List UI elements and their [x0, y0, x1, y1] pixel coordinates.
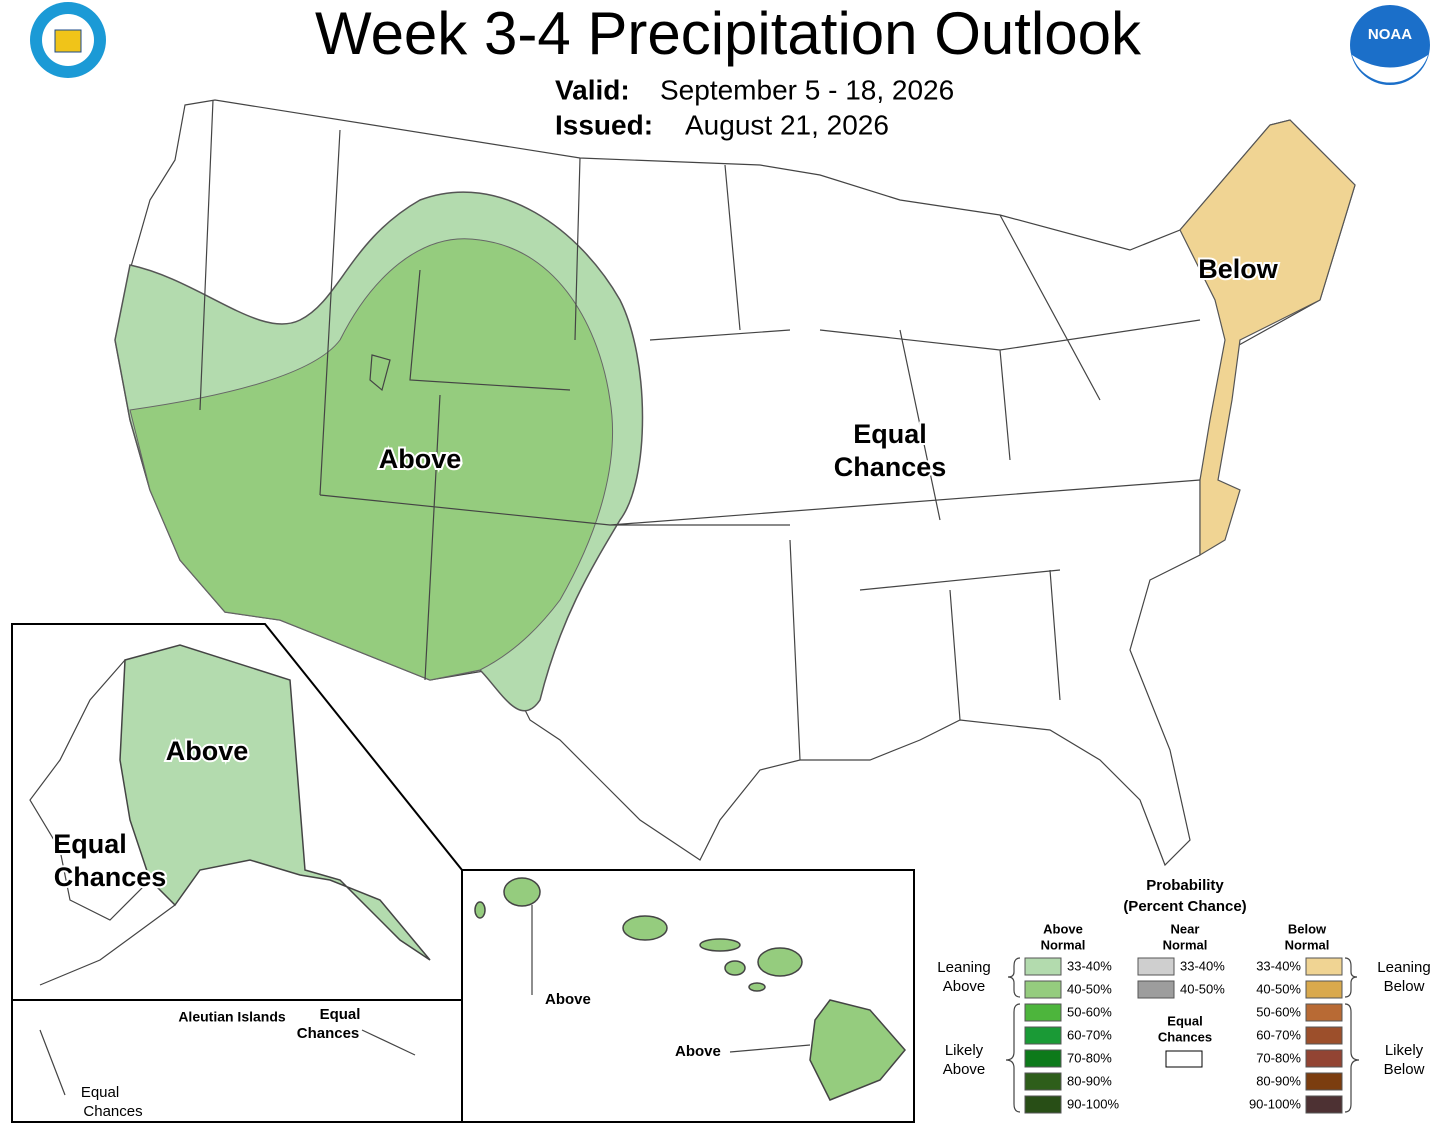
hawaii-inset: [461, 869, 915, 1123]
legend-equal: Chances: [1158, 1029, 1212, 1044]
legend-group: Below: [1384, 1061, 1425, 1078]
valid-dates: September 5 - 18, 2026: [660, 74, 954, 105]
legend-group: Above: [943, 1061, 986, 1078]
legend-group: Leaning: [1377, 959, 1430, 976]
region-label: Chances: [297, 1025, 360, 1042]
equal-swatch: [1165, 1050, 1203, 1068]
region-label: Equal: [853, 419, 927, 449]
legend-swatch: [1137, 957, 1175, 976]
legend-range: 50-60%: [1067, 1004, 1112, 1019]
leader-line: [39, 1029, 416, 1096]
region-label: Above: [379, 444, 462, 474]
region-label: Chances: [54, 862, 167, 892]
issued-date: August 21, 2026: [685, 109, 889, 140]
legend-swatch: [1024, 1003, 1062, 1022]
legend-swatch: [1305, 980, 1343, 999]
legend-header: Normal: [1041, 937, 1086, 952]
legend-swatch: [1024, 1049, 1062, 1068]
legend-range: 80-90%: [1256, 1073, 1301, 1088]
region-label: Above: [545, 991, 591, 1008]
legend-swatch: [1024, 1026, 1062, 1045]
legend-equal: Equal: [1167, 1013, 1202, 1028]
legend-swatch: [1305, 1049, 1343, 1068]
legend-group: Likely: [1385, 1042, 1424, 1059]
legend-swatch: [1305, 1026, 1343, 1045]
legend-group: Below: [1384, 978, 1425, 995]
commerce-seal: [30, 2, 106, 78]
legend-range: 90-100%: [1249, 1096, 1301, 1111]
legend-range: 90-100%: [1067, 1096, 1119, 1111]
legend-title: Probability: [1146, 877, 1224, 894]
legend-range: 80-90%: [1067, 1073, 1112, 1088]
legend-swatch: [1024, 1095, 1062, 1114]
title: Week 3-4 Precipitation Outlook: [315, 0, 1142, 67]
legend-swatch: [1305, 1072, 1343, 1091]
legend: Probability (Percent Chance) Above Norma…: [937, 877, 1431, 1114]
region-label: Chances: [83, 1103, 142, 1120]
legend-range: 60-70%: [1256, 1027, 1301, 1042]
region-label: Above: [675, 1043, 721, 1060]
noaa-logo: NOAA: [1350, 5, 1430, 85]
region-label: Equal: [53, 829, 127, 859]
legend-swatch: [1024, 957, 1062, 976]
aleutians-title: Aleutian Islands: [178, 1009, 286, 1025]
legend-range: 70-80%: [1067, 1050, 1112, 1065]
legend-title: (Percent Chance): [1123, 898, 1246, 915]
legend-swatch: [1024, 980, 1062, 999]
legend-swatch: [1305, 957, 1343, 976]
region-label: Chances: [834, 452, 947, 482]
legend-range: 60-70%: [1067, 1027, 1112, 1042]
legend-swatch: [1024, 1072, 1062, 1091]
legend-group: Above: [943, 978, 986, 995]
valid-label: Valid:: [555, 74, 630, 105]
legend-header: Normal: [1285, 937, 1330, 952]
conus: [114, 99, 1356, 867]
legend-range: 40-50%: [1067, 981, 1112, 996]
noaa-text: NOAA: [1368, 26, 1412, 43]
legend-header: Above: [1043, 921, 1083, 936]
legend-range: 40-50%: [1256, 981, 1301, 996]
legend-header: Normal: [1163, 937, 1208, 952]
legend-header: Below: [1288, 921, 1327, 936]
legend-header: Near: [1171, 921, 1200, 936]
legend-group: Likely: [945, 1042, 984, 1059]
legend-group: Leaning: [937, 959, 990, 976]
legend-range: 40-50%: [1180, 981, 1225, 996]
legend-swatch: [1137, 980, 1175, 999]
legend-swatch: [1305, 1003, 1343, 1022]
issued-label: Issued:: [555, 109, 653, 140]
legend-range: 50-60%: [1256, 1004, 1301, 1019]
region-label: Below: [1198, 254, 1279, 284]
legend-range: 70-80%: [1256, 1050, 1301, 1065]
legend-range: 33-40%: [1067, 958, 1112, 973]
legend-swatch: [1305, 1095, 1343, 1114]
region-label: Above: [166, 736, 249, 766]
legend-range: 33-40%: [1256, 958, 1301, 973]
legend-range: 33-40%: [1180, 958, 1225, 973]
region-label: Equal: [81, 1084, 119, 1101]
region-label: Equal: [320, 1006, 361, 1023]
alaska-inset: [11, 623, 463, 1123]
